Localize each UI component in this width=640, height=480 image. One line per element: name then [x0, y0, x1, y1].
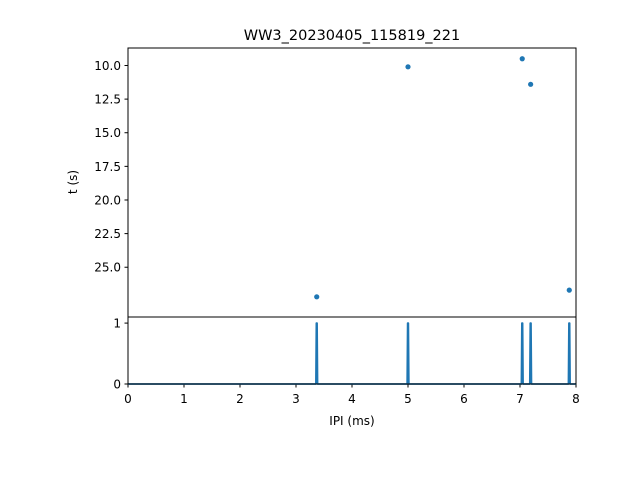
scatter-y-tick-label: 25.0: [94, 261, 121, 275]
ipi-x-tick-label: 4: [348, 392, 356, 406]
ipi-axes-frame: [127, 316, 577, 385]
ipi-x-tick-label: 6: [460, 392, 468, 406]
scatter-y-tick-label: 22.5: [94, 227, 121, 241]
ipi-x-tick-label: 8: [572, 392, 580, 406]
ipi-x-tick-label: 7: [516, 392, 524, 406]
ipi-y-ticks: 01: [113, 317, 128, 392]
scatter-point: [528, 81, 534, 87]
scatter-y-ticks: 10.0 12.5 15.0 17.5 20.0 22.5 25.0: [94, 59, 128, 275]
scatter-y-tick-label: 20.0: [94, 193, 121, 207]
ipi-x-tick-label: 1: [180, 392, 188, 406]
scatter-point: [314, 294, 320, 300]
ipi-x-tick-label: 2: [236, 392, 244, 406]
ipi-line: [128, 322, 576, 385]
ipi-x-tick-label: 0: [124, 392, 132, 406]
scatter-panel: 10.0 12.5 15.0 17.5 20.0 22.5 25.0 t (s): [66, 47, 577, 318]
scatter-point: [566, 287, 572, 293]
ipi-x-tick-label: 3: [292, 392, 300, 406]
chart-title: WW3_20230405_115819_221: [244, 28, 460, 44]
scatter-y-tick-label: 12.5: [94, 93, 121, 107]
scatter-y-tick-label: 17.5: [94, 160, 121, 174]
ipi-x-tick-label: 5: [404, 392, 412, 406]
scatter-point: [405, 64, 411, 70]
scatter-y-tick-label: 10.0: [94, 59, 121, 73]
ipi-series: [128, 322, 576, 385]
scatter-y-axis-label: t (s): [66, 170, 80, 194]
scatter-point: [519, 56, 525, 62]
ipi-x-axis-label: IPI (ms): [329, 414, 374, 428]
ipi-y-tick-label: 1: [113, 317, 121, 331]
scatter-y-tick-label: 15.0: [94, 126, 121, 140]
scatter-points: [314, 56, 572, 300]
ipi-y-tick-label: 0: [113, 378, 121, 392]
ipi-x-ticks: 0 1 2 3 4 5 6 7 8: [124, 384, 580, 406]
